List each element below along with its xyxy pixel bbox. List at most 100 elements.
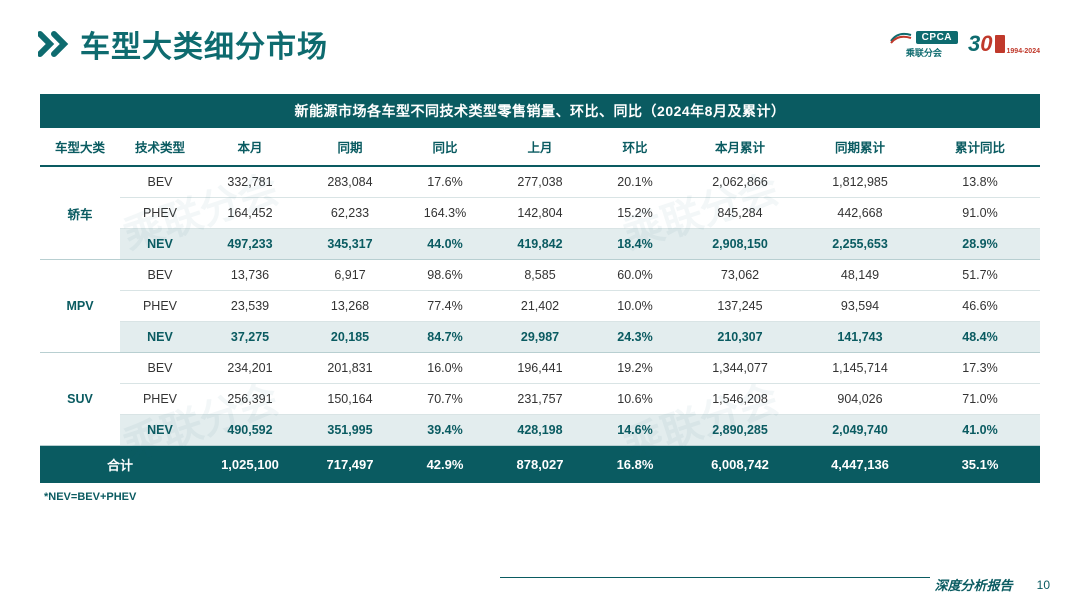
value-cell: 46.6% xyxy=(920,291,1040,322)
value-cell: 2,049,740 xyxy=(800,415,920,446)
value-cell: 201,831 xyxy=(300,353,400,384)
value-cell: 150,164 xyxy=(300,384,400,415)
value-cell: 904,026 xyxy=(800,384,920,415)
value-cell: 490,592 xyxy=(200,415,300,446)
total-cell: 878,027 xyxy=(490,446,590,484)
cpca-sub: 乘联分会 xyxy=(906,46,942,59)
total-cell: 4,447,136 xyxy=(800,446,920,484)
value-cell: 62,233 xyxy=(300,198,400,229)
value-cell: 19.2% xyxy=(590,353,680,384)
value-cell: 277,038 xyxy=(490,166,590,198)
value-cell: 345,317 xyxy=(300,229,400,260)
value-cell: 28.9% xyxy=(920,229,1040,260)
table-row: NEV497,233345,31744.0%419,84218.4%2,908,… xyxy=(40,229,1040,260)
logo-digit-0: 0 xyxy=(980,33,992,55)
category-cell: MPV xyxy=(40,260,120,353)
value-cell: 16.0% xyxy=(400,353,490,384)
value-cell: 41.0% xyxy=(920,415,1040,446)
column-header: 本月 xyxy=(200,128,300,166)
value-cell: 231,757 xyxy=(490,384,590,415)
value-cell: 14.6% xyxy=(590,415,680,446)
tech-cell: BEV xyxy=(120,260,200,291)
value-cell: 1,145,714 xyxy=(800,353,920,384)
value-cell: 13.8% xyxy=(920,166,1040,198)
value-cell: 234,201 xyxy=(200,353,300,384)
value-cell: 2,062,866 xyxy=(680,166,800,198)
value-cell: 141,743 xyxy=(800,322,920,353)
value-cell: 13,268 xyxy=(300,291,400,322)
value-cell: 196,441 xyxy=(490,353,590,384)
column-header: 本月累计 xyxy=(680,128,800,166)
column-header: 车型大类 xyxy=(40,128,120,166)
tech-cell: PHEV xyxy=(120,291,200,322)
swoosh-icon xyxy=(890,29,912,45)
value-cell: 48,149 xyxy=(800,260,920,291)
value-cell: 256,391 xyxy=(200,384,300,415)
column-header: 累计同比 xyxy=(920,128,1040,166)
table-row: PHEV23,53913,26877.4%21,40210.0%137,2459… xyxy=(40,291,1040,322)
logo-digit-3: 3 xyxy=(968,33,980,55)
anniversary-logo: 3 0 1994-2024 xyxy=(968,33,1040,55)
table-row: PHEV164,45262,233164.3%142,80415.2%845,2… xyxy=(40,198,1040,229)
value-cell: 60.0% xyxy=(590,260,680,291)
column-header: 技术类型 xyxy=(120,128,200,166)
value-cell: 428,198 xyxy=(490,415,590,446)
value-cell: 84.7% xyxy=(400,322,490,353)
logo-years: 1994-2024 xyxy=(1007,48,1040,55)
total-cell: 6,008,742 xyxy=(680,446,800,484)
column-header: 同期 xyxy=(300,128,400,166)
table-caption: 新能源市场各车型不同技术类型零售销量、环比、同比（2024年8月及累计） xyxy=(40,94,1040,128)
slide-header: 车型大类细分市场 CPCA 乘联分会 3 0 1994-2024 xyxy=(0,0,1080,76)
total-cell: 42.9% xyxy=(400,446,490,484)
table-row: 轿车BEV332,781283,08417.6%277,03820.1%2,06… xyxy=(40,166,1040,198)
value-cell: 37,275 xyxy=(200,322,300,353)
footer-label: 深度分析报告 xyxy=(935,575,1013,594)
column-header: 同期累计 xyxy=(800,128,920,166)
tech-cell: NEV xyxy=(120,322,200,353)
table-row: PHEV256,391150,16470.7%231,75710.6%1,546… xyxy=(40,384,1040,415)
value-cell: 44.0% xyxy=(400,229,490,260)
flag-icon xyxy=(995,35,1005,53)
table-row: SUVBEV234,201201,83116.0%196,44119.2%1,3… xyxy=(40,353,1040,384)
value-cell: 2,890,285 xyxy=(680,415,800,446)
value-cell: 98.6% xyxy=(400,260,490,291)
value-cell: 283,084 xyxy=(300,166,400,198)
category-cell: SUV xyxy=(40,353,120,446)
value-cell: 70.7% xyxy=(400,384,490,415)
tech-cell: BEV xyxy=(120,353,200,384)
value-cell: 10.6% xyxy=(590,384,680,415)
column-header: 上月 xyxy=(490,128,590,166)
value-cell: 419,842 xyxy=(490,229,590,260)
category-cell: 轿车 xyxy=(40,166,120,260)
value-cell: 17.6% xyxy=(400,166,490,198)
value-cell: 142,804 xyxy=(490,198,590,229)
value-cell: 20,185 xyxy=(300,322,400,353)
cpca-badge: CPCA xyxy=(916,31,958,44)
table-row: NEV490,592351,99539.4%428,19814.6%2,890,… xyxy=(40,415,1040,446)
tech-cell: PHEV xyxy=(120,198,200,229)
value-cell: 845,284 xyxy=(680,198,800,229)
chevron-icon xyxy=(38,30,72,58)
value-cell: 497,233 xyxy=(200,229,300,260)
value-cell: 351,995 xyxy=(300,415,400,446)
value-cell: 1,812,985 xyxy=(800,166,920,198)
tech-cell: PHEV xyxy=(120,384,200,415)
value-cell: 137,245 xyxy=(680,291,800,322)
cpca-logo: CPCA 乘联分会 xyxy=(890,29,958,59)
value-cell: 17.3% xyxy=(920,353,1040,384)
tech-cell: NEV xyxy=(120,415,200,446)
column-header: 环比 xyxy=(590,128,680,166)
value-cell: 48.4% xyxy=(920,322,1040,353)
value-cell: 20.1% xyxy=(590,166,680,198)
tech-cell: NEV xyxy=(120,229,200,260)
table-footnote: *NEV=BEV+PHEV xyxy=(44,491,1080,503)
total-label: 合计 xyxy=(40,446,200,484)
table-header-row: 车型大类技术类型本月同期同比上月环比本月累计同期累计累计同比 xyxy=(40,128,1040,166)
value-cell: 39.4% xyxy=(400,415,490,446)
value-cell: 21,402 xyxy=(490,291,590,322)
table-row: MPVBEV13,7366,91798.6%8,58560.0%73,06248… xyxy=(40,260,1040,291)
page-number: 10 xyxy=(1037,578,1050,592)
value-cell: 23,539 xyxy=(200,291,300,322)
value-cell: 29,987 xyxy=(490,322,590,353)
total-cell: 16.8% xyxy=(590,446,680,484)
